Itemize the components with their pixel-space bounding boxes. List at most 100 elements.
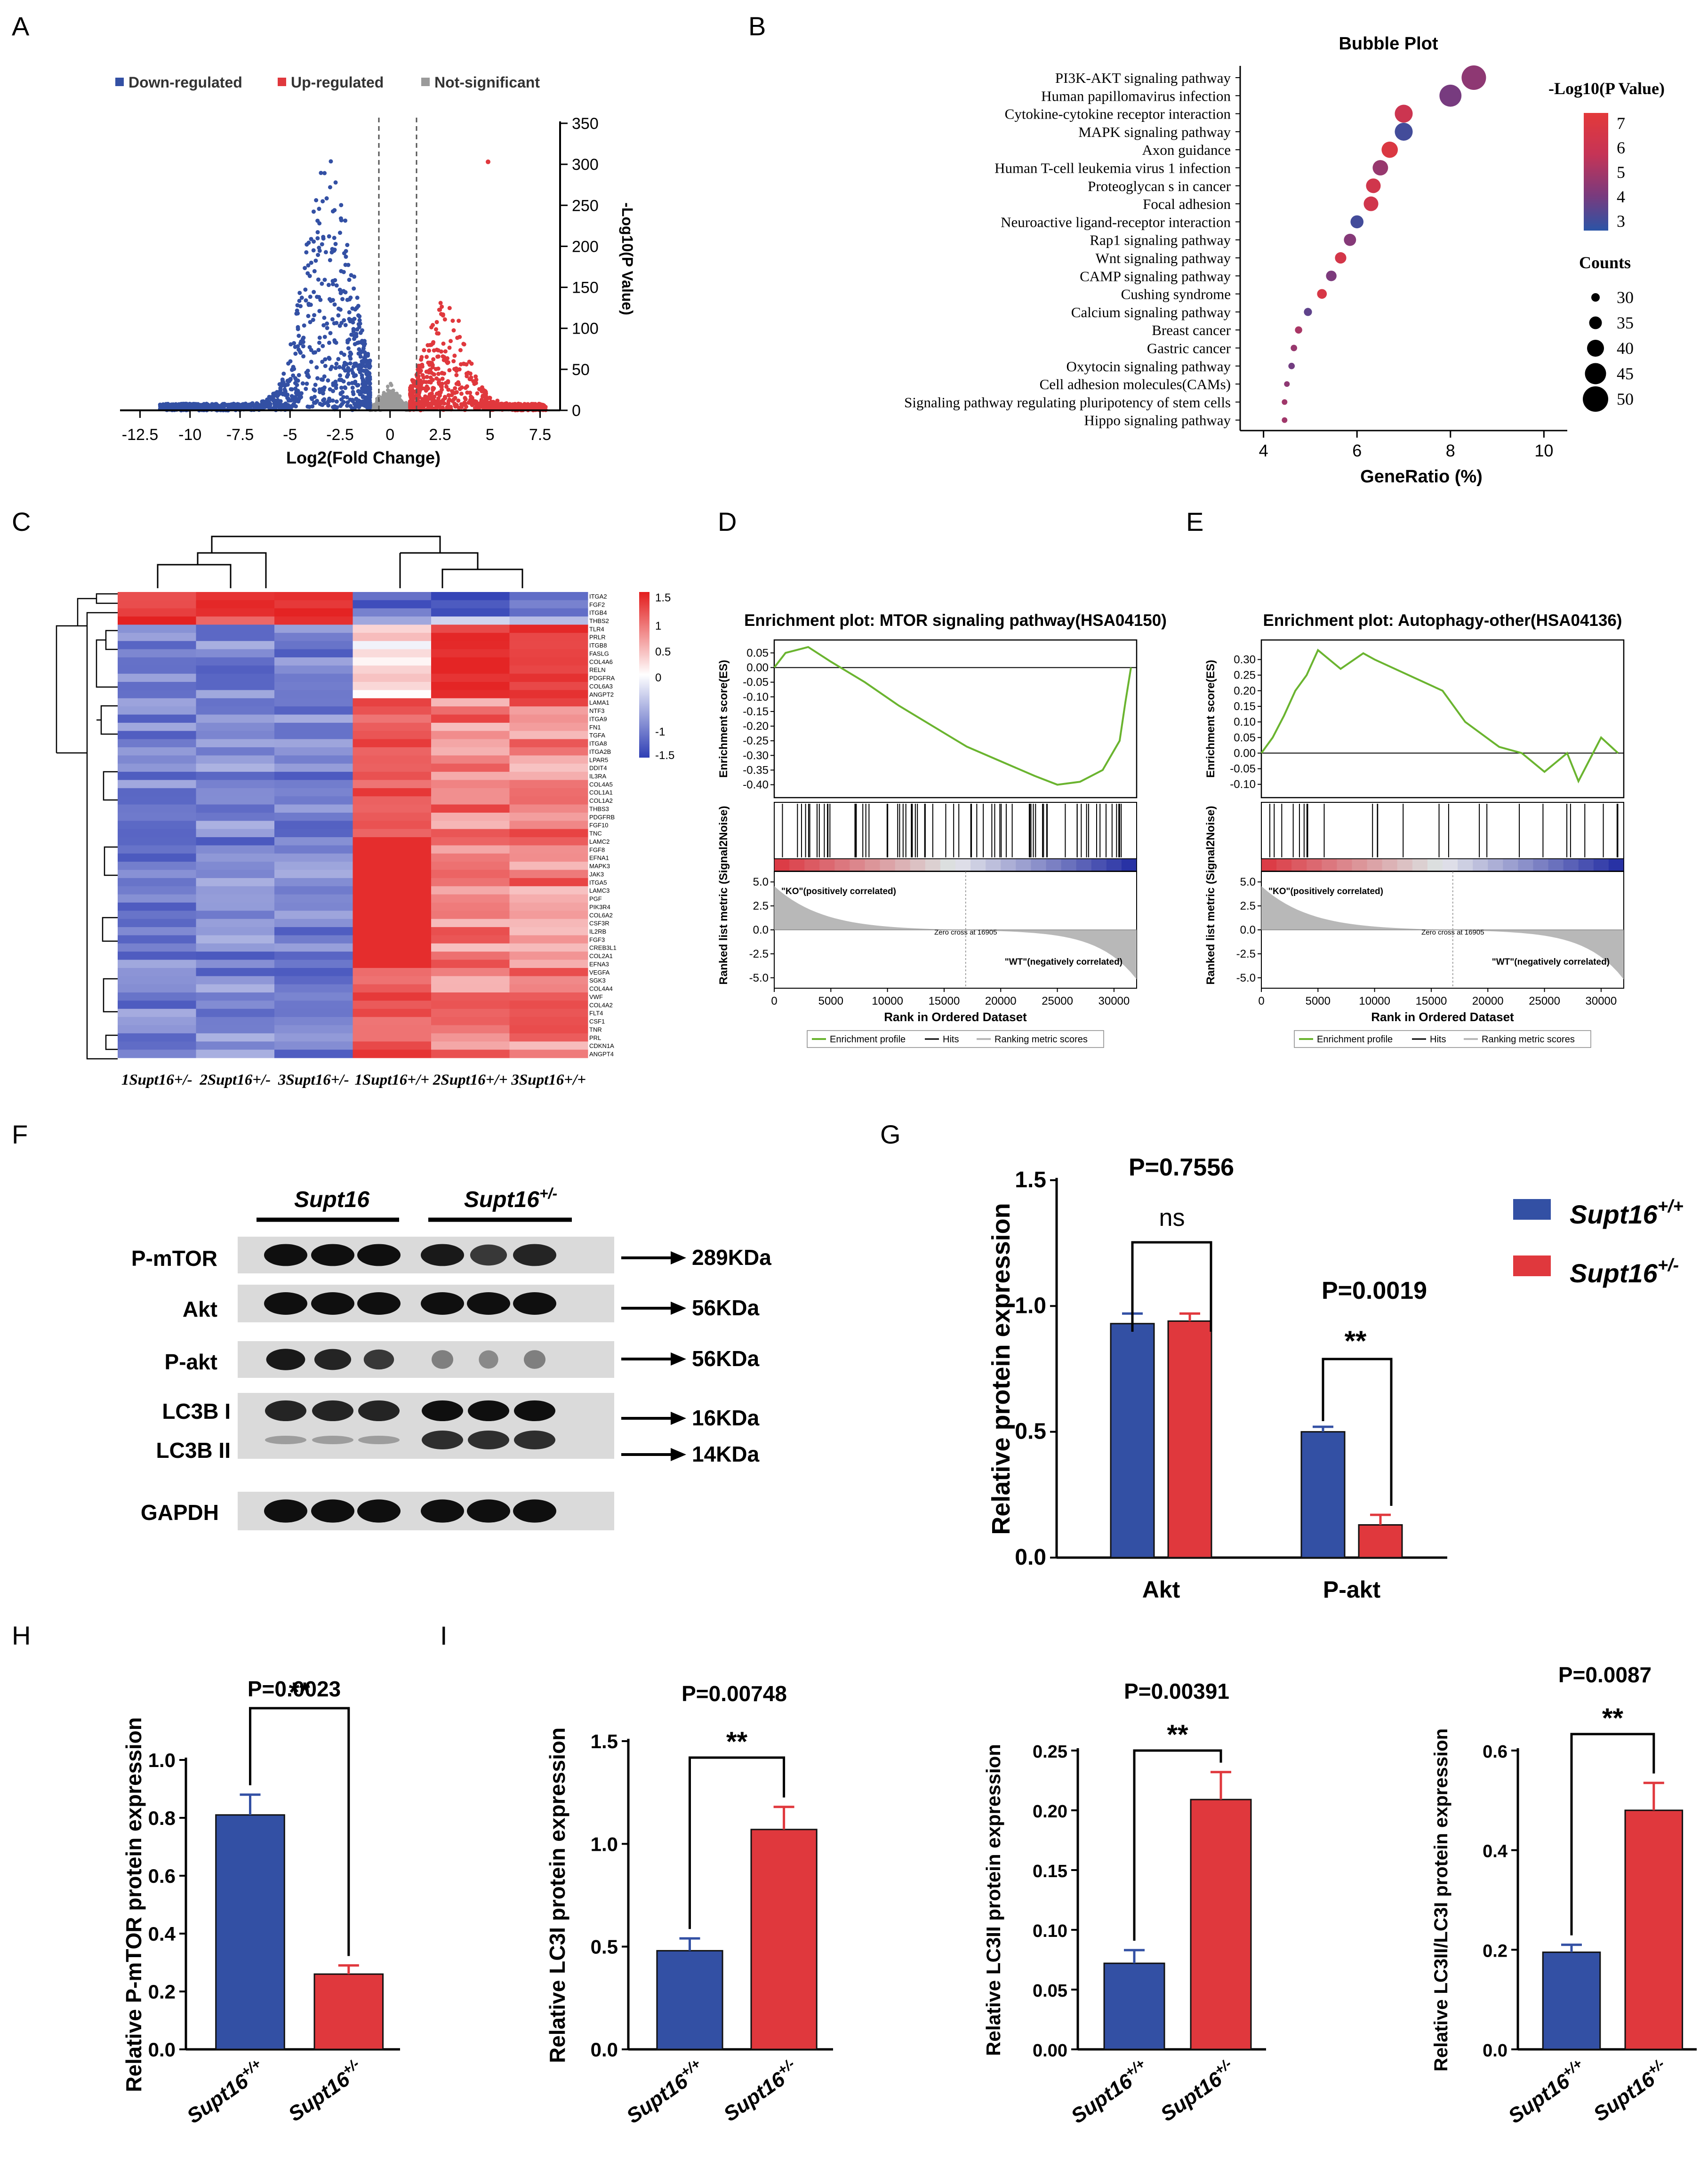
heatmap-cell: [118, 714, 196, 723]
point-down-regulated: [368, 403, 372, 408]
heatmap-cell: [196, 1000, 275, 1009]
heatmap-cell: [431, 772, 510, 780]
gene-label: EFNA3: [589, 960, 609, 968]
es-tick-label: -0.15: [743, 705, 769, 718]
blot-band: [357, 1499, 401, 1523]
point-down-regulated: [296, 344, 300, 349]
pathway-label: Cell adhesion molecules(CAMs): [1040, 376, 1231, 392]
bubble: [1288, 362, 1295, 369]
point-down-regulated: [354, 331, 359, 336]
heatmap-cell: [353, 829, 432, 838]
point-down-regulated: [340, 297, 345, 302]
point-down-regulated: [274, 404, 279, 408]
bubble: [1439, 84, 1462, 107]
x-category-label: Akt: [1142, 1576, 1180, 1603]
rank-color-segment: [1548, 859, 1564, 871]
enrichment-profile-line: [773, 646, 1132, 786]
es-tick-label: -0.25: [743, 735, 769, 747]
point-up-regulated: [462, 400, 467, 405]
point-down-regulated: [321, 398, 326, 402]
heatmap-cell: [196, 968, 275, 976]
point-down-regulated: [297, 373, 301, 377]
heatmap-cell: [118, 968, 196, 976]
point-up-regulated: [462, 342, 466, 347]
heatmap-cell: [118, 886, 196, 895]
heatmap-cell: [353, 903, 432, 911]
heatmap-cell: [353, 657, 432, 666]
heatmap-cell: [353, 780, 432, 789]
point-down-regulated: [329, 250, 334, 255]
heatmap-cell: [509, 1025, 588, 1034]
bubble: [1284, 381, 1290, 387]
heatmap-cell: [509, 976, 588, 985]
heatmap-cell: [274, 592, 353, 600]
bar: [1103, 1962, 1165, 2050]
point-down-regulated: [344, 255, 348, 259]
heatmap-cell: [509, 837, 588, 846]
heatmap-cell: [431, 1049, 510, 1058]
x-tick-label: 6: [1352, 441, 1362, 460]
heatmap-cell: [509, 739, 588, 748]
colorbar-tick-label: 3: [1617, 212, 1625, 231]
heatmap-cell: [274, 649, 353, 658]
rank-color-segment: [1367, 859, 1383, 871]
point-up-regulated: [424, 354, 429, 359]
heatmap-cell: [274, 632, 353, 641]
y-axis-label: Relative P-mTOR protein expression: [121, 1717, 146, 2092]
sample-label: 3Supt16+/-: [278, 1072, 349, 1088]
pathway-label: Calcium signaling pathway: [1071, 304, 1231, 320]
point-down-regulated: [361, 402, 365, 407]
point-down-regulated: [290, 398, 295, 402]
point-down-regulated: [338, 391, 343, 396]
rank-x-label: Rank in Ordered Dataset: [1371, 1010, 1514, 1024]
point-not-significant: [394, 402, 398, 406]
point-down-regulated: [317, 340, 321, 345]
heatmap-cell: [509, 665, 588, 674]
heatmap-cell: [509, 984, 588, 993]
bar: [313, 1973, 384, 2050]
es-plot-frame: [773, 639, 1138, 799]
heatmap-cell: [509, 919, 588, 928]
size-legend: 30 35 40 45 50: [1583, 288, 1634, 412]
heatmap-cell: [431, 804, 510, 813]
panel-letter-g: G: [880, 1119, 901, 1149]
gene-label: COL4A4: [589, 985, 613, 992]
heatmap-cell: [509, 788, 588, 797]
point-down-regulated: [332, 302, 337, 307]
y-tick-label: 0.0: [148, 2039, 176, 2061]
point-down-regulated: [333, 180, 338, 185]
point-down-regulated: [314, 198, 319, 203]
gene-label: ITGB4: [589, 609, 607, 616]
point-down-regulated: [326, 378, 330, 383]
sample-label: 1Supt16+/+: [354, 1072, 429, 1088]
blot-band: [264, 1244, 307, 1266]
point-down-regulated: [364, 352, 369, 357]
rank-x-tick-label: 15000: [929, 995, 960, 1008]
pathway-label: Breast cancer: [1152, 322, 1231, 338]
point-down-regulated: [340, 402, 345, 407]
heatmap-cell: [274, 976, 353, 985]
point-up-regulated: [433, 367, 438, 371]
heatmap-cell: [353, 665, 432, 674]
heatmap-cell: [431, 1033, 510, 1042]
heatmap-cell: [431, 1000, 510, 1009]
point-down-regulated: [297, 347, 301, 352]
heatmap-cell: [509, 649, 588, 658]
rank-tick-label: 2.5: [1240, 900, 1256, 912]
point-up-regulated: [476, 401, 481, 406]
rank-color-segment: [1533, 859, 1549, 871]
heatmap-cell: [196, 608, 275, 617]
heatmap-scale-ticks: 1.5 1 0.5 0 -1 -1.5: [655, 592, 674, 762]
point-down-regulated: [315, 295, 320, 299]
heatmap-cell: [274, 960, 353, 968]
point-up-regulated: [454, 403, 459, 408]
sig-label: **: [726, 1727, 748, 1757]
point-down-regulated: [354, 305, 359, 310]
legend-down-swatch: [115, 78, 124, 86]
scale-tick-label: -1: [655, 726, 665, 738]
es-tick-label: -0.05: [1230, 763, 1256, 776]
rank-color-segment: [1608, 859, 1624, 871]
heatmap-cell: [118, 739, 196, 748]
y-tick-label: 0.25: [1033, 1742, 1067, 1762]
heatmap-cell: [274, 1008, 353, 1017]
